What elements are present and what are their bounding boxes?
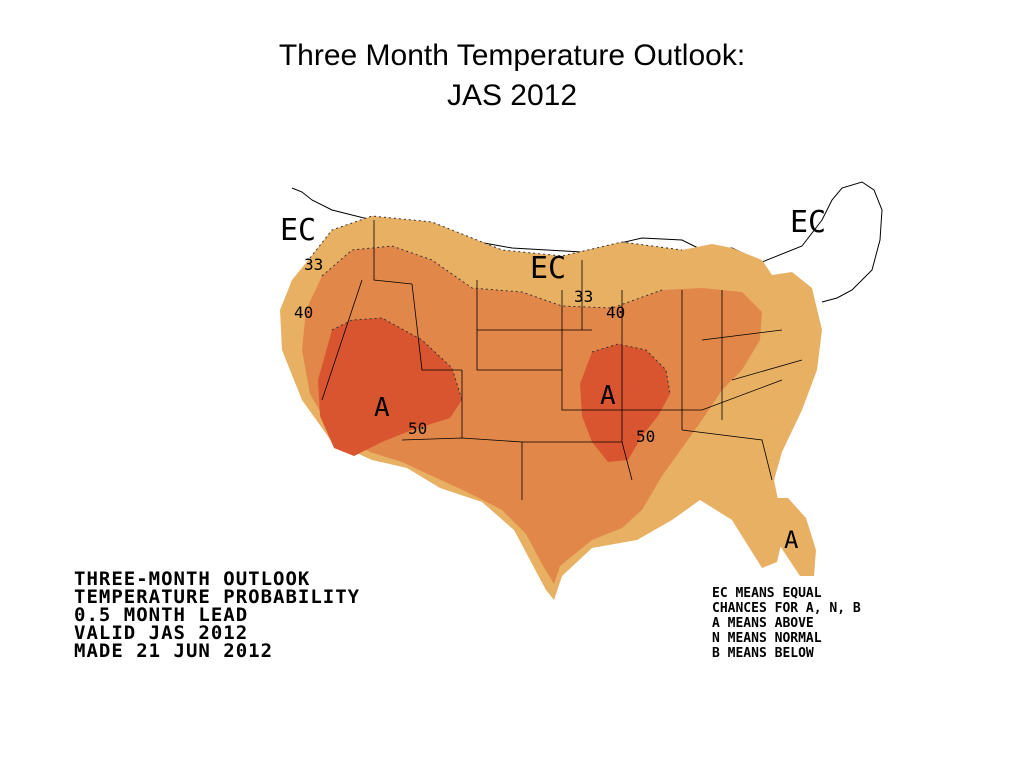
label-50-south: 50: [636, 427, 655, 446]
label-ec-northeast: EC: [790, 205, 826, 240]
region-florida: [762, 498, 816, 576]
label-40-lakes: 40: [606, 303, 625, 322]
legend-line-3: A MEANS ABOVE: [712, 616, 814, 631]
region-above-50-west: [318, 318, 462, 456]
info-line-5: MADE 21 JUN 2012: [74, 640, 274, 662]
legend-line-1: EC MEANS EQUAL: [712, 586, 822, 601]
outlook-info: THREE-MONTH OUTLOOK TEMPERATURE PROBABIL…: [74, 568, 361, 662]
legend-line-2: CHANCES FOR A, N, B: [712, 601, 861, 616]
info-line-2: TEMPERATURE PROBABILITY: [74, 586, 361, 608]
label-33-west: 33: [304, 255, 323, 274]
label-a-florida: A: [784, 526, 799, 554]
label-a-midwest: A: [600, 381, 616, 411]
state-boundaries: [321, 220, 803, 500]
label-ec-northwest: EC: [280, 213, 316, 248]
outlook-map: EC EC EC A A A 33 40 50 33 40 50: [262, 180, 952, 688]
region-above-40: [302, 246, 762, 584]
slide-title: Three Month Temperature Outlook: JAS 201…: [0, 36, 1024, 116]
contour-lines: [309, 215, 683, 401]
legend-line-4: N MEANS NORMAL: [712, 631, 822, 646]
label-40-west: 40: [294, 303, 313, 322]
label-ec-north-central: EC: [530, 251, 566, 286]
info-line-1: THREE-MONTH OUTLOOK: [74, 568, 311, 590]
map-legend: EC MEANS EQUAL CHANCES FOR A, N, B A MEA…: [712, 586, 861, 661]
label-50-southwest: 50: [408, 419, 427, 438]
outlook-map-svg: EC EC EC A A A 33 40 50 33 40 50: [280, 181, 883, 600]
label-a-west: A: [374, 393, 390, 423]
label-33-lakes: 33: [574, 287, 593, 306]
info-line-4: VALID JAS 2012: [74, 622, 249, 644]
legend-line-5: B MEANS BELOW: [712, 646, 814, 661]
slide-title-line2: JAS 2012: [446, 79, 578, 112]
info-line-3: 0.5 MONTH LEAD: [74, 604, 249, 626]
region-above-50-midwest: [580, 344, 670, 462]
slide-title-line1: Three Month Temperature Outlook:: [278, 39, 746, 72]
